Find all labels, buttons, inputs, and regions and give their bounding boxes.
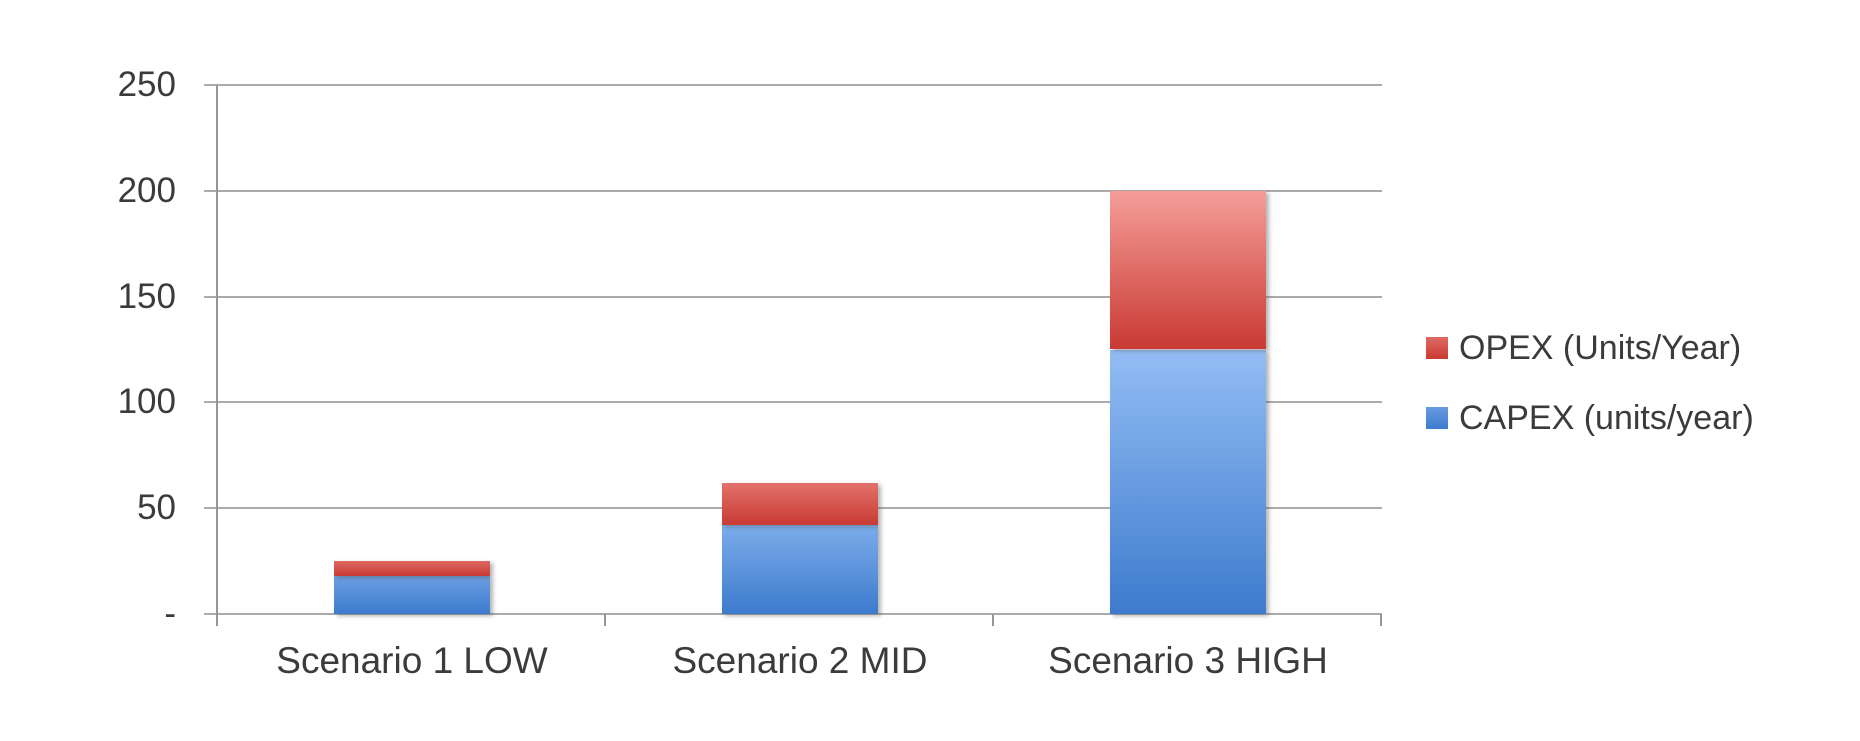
y-axis-line — [216, 85, 218, 626]
gridline — [204, 189, 1382, 192]
x-axis-tick — [604, 614, 606, 626]
bar-segment-opex — [334, 561, 490, 576]
y-tick-label: 150 — [117, 276, 176, 316]
legend-label: OPEX (Units/Year) — [1459, 329, 1742, 367]
legend-item: CAPEX (units/year) — [1426, 401, 1754, 435]
y-tick-label: 50 — [137, 488, 176, 528]
legend: OPEX (Units/Year) CAPEX (units/year) — [1426, 331, 1754, 471]
y-tick-label: 250 — [117, 65, 176, 104]
bar-segment-capex — [334, 575, 490, 614]
bar-segment-opex — [722, 482, 878, 526]
gridline — [204, 401, 1382, 404]
legend-swatch-opex — [1426, 337, 1448, 359]
x-axis-baseline — [204, 613, 1382, 615]
gridline — [204, 295, 1382, 298]
x-axis-label: Scenario 3 HIGH — [1048, 640, 1328, 681]
bar-segment-capex — [1110, 349, 1266, 614]
gridline — [204, 84, 1382, 86]
bar-segment-capex — [722, 525, 878, 614]
x-axis-label: Scenario 1 LOW — [276, 640, 548, 681]
x-axis-tick — [1380, 614, 1382, 626]
x-axis-tick — [992, 614, 994, 626]
x-axis-label: Scenario 2 MID — [672, 640, 928, 681]
y-tick-label: - — [164, 594, 176, 633]
bar-segment-opex — [1110, 190, 1266, 350]
legend-label: CAPEX (units/year) — [1459, 399, 1754, 437]
legend-swatch-capex — [1426, 407, 1448, 429]
y-tick-label: 200 — [117, 170, 176, 210]
legend-item: OPEX (Units/Year) — [1426, 331, 1754, 365]
y-tick-label: 100 — [117, 382, 176, 422]
